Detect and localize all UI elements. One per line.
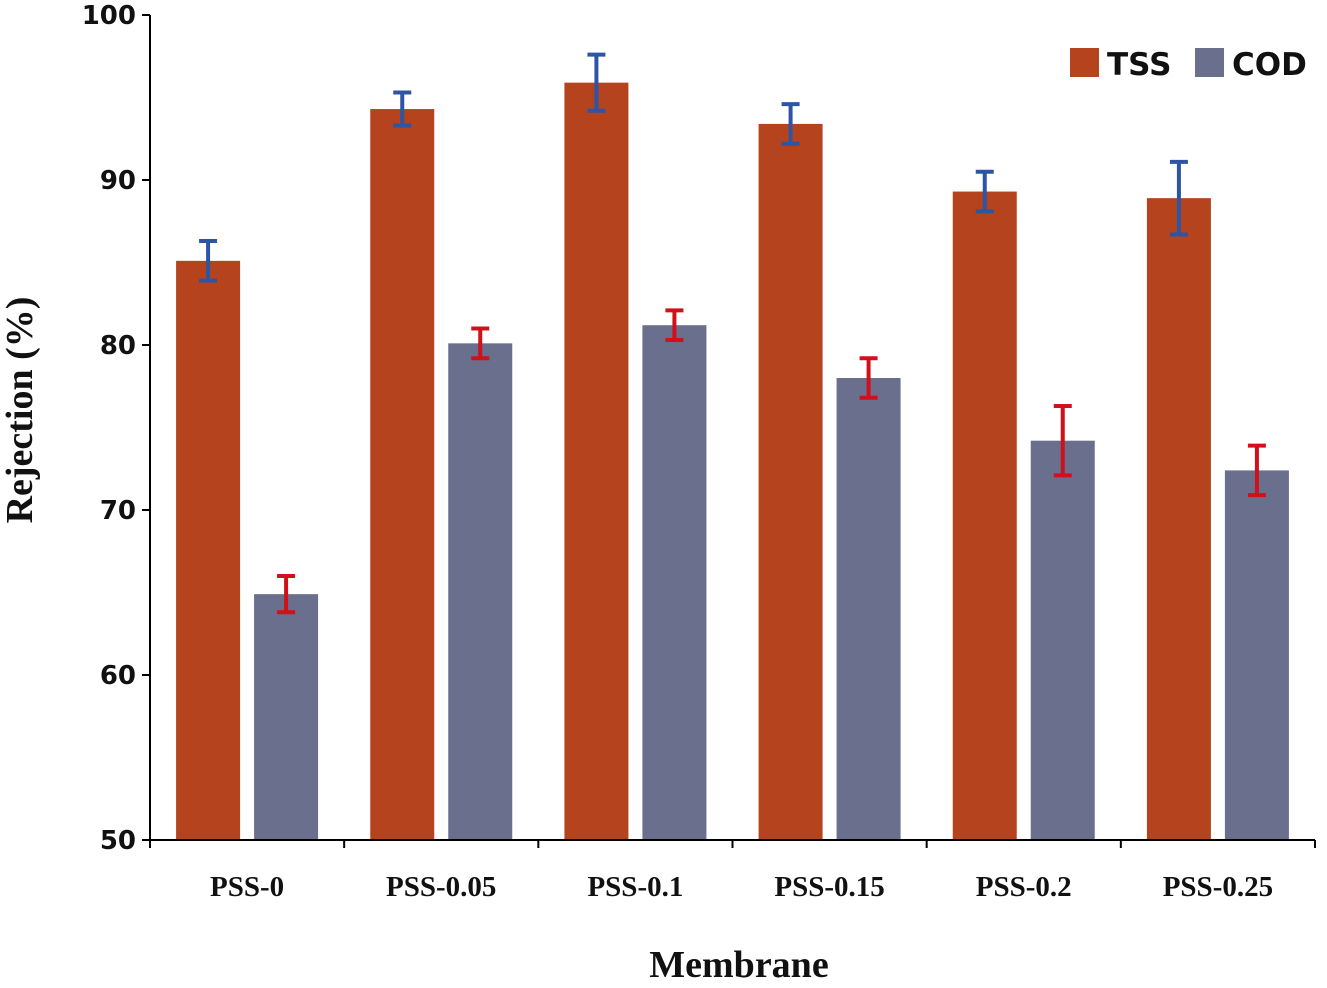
legend-label-tss: TSS: [1107, 47, 1171, 83]
y-tick-label: 70: [100, 496, 136, 526]
y-axis-title: Rejection (%): [0, 297, 41, 524]
bar-tss-pss-0.1: [564, 82, 629, 840]
bar-cod-pss-0.05: [448, 343, 513, 840]
x-axis-title: Membrane: [649, 944, 828, 983]
y-tick-label: 80: [100, 331, 136, 361]
bar-cod-pss-0.2: [1030, 440, 1095, 840]
bar-tss-pss-0.05: [370, 109, 435, 841]
bar-tss-pss-0.2: [952, 191, 1017, 841]
bar-cod-pss-0: [254, 594, 319, 840]
legend-swatch-tss: [1070, 48, 1099, 77]
ticks-group: PSS-0 PSS-0.05 PSS-0.1 PSS-0.15 PSS-0.2 PSS-0…: [82, 1, 1273, 903]
y-tick-label: 60: [100, 661, 136, 691]
y-tick-label: 90: [100, 166, 136, 196]
error-bars-group: [199, 52, 1266, 615]
legend-label-cod: COD: [1232, 47, 1307, 83]
bar-tss-pss-0.15: [758, 123, 823, 840]
bars-group: [176, 82, 1289, 841]
bar-cod-pss-0.15: [836, 378, 901, 840]
x-tick-label: PSS-0.15: [774, 871, 884, 903]
bar-cod-pss-0.25: [1224, 470, 1289, 840]
x-tick-label: PSS-0.2: [976, 871, 1072, 903]
x-tick-label: PSS-0.1: [587, 871, 683, 903]
axes-group: [142, 14, 1316, 848]
bar-tss-pss-0.25: [1146, 198, 1211, 840]
x-tick-label: PSS-0.05: [386, 871, 496, 903]
x-tick-label: PSS-0: [210, 871, 284, 903]
x-tick-label: PSS-0.25: [1163, 871, 1273, 903]
bar-cod-pss-0.1: [642, 325, 707, 840]
bar-tss-pss-0: [176, 260, 241, 841]
y-tick-label: 100: [82, 1, 136, 31]
y-tick-label: 50: [100, 826, 136, 856]
legend: TSS COD: [1070, 47, 1307, 83]
legend-swatch-cod: [1195, 48, 1224, 77]
